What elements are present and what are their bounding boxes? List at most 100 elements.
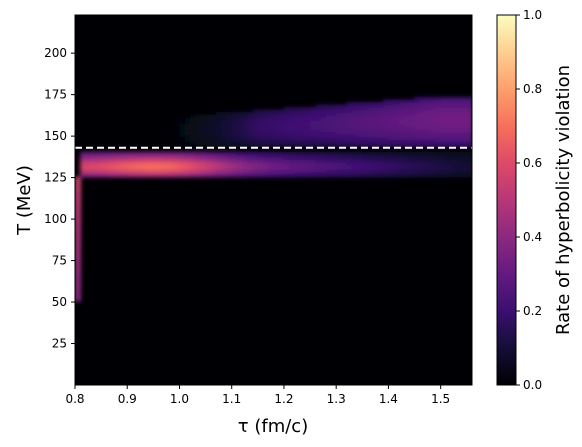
heatmap-cell xyxy=(205,166,212,170)
heatmap-cell xyxy=(200,166,207,170)
heatmap-cell xyxy=(383,169,390,173)
heatmap-cell xyxy=(430,117,437,121)
heatmap-cell xyxy=(362,159,369,163)
x-tick-label: 1.0 xyxy=(170,392,189,406)
heatmap-cell xyxy=(398,171,405,175)
heatmap-cell xyxy=(226,117,233,121)
heatmap-cell xyxy=(200,159,207,163)
heatmap-cell xyxy=(75,206,81,210)
heatmap-cell xyxy=(236,139,243,143)
heatmap-cell xyxy=(336,171,342,175)
heatmap-cell xyxy=(205,122,212,126)
heatmap-cell xyxy=(75,226,81,230)
heatmap-cell xyxy=(216,174,222,178)
heatmap-cell xyxy=(299,136,306,141)
heatmap-cell xyxy=(273,154,280,158)
heatmap-cell xyxy=(351,102,358,106)
heatmap-cell xyxy=(221,122,228,126)
heatmap-cell xyxy=(75,296,81,300)
heatmap-cell xyxy=(409,156,416,160)
heatmap-cell xyxy=(273,159,280,163)
heatmap-cell xyxy=(278,112,285,116)
heatmap-cell xyxy=(383,131,390,136)
heatmap-cell xyxy=(310,141,316,146)
heatmap-cell xyxy=(278,122,285,126)
heatmap-cell xyxy=(299,154,306,158)
heatmap-cell xyxy=(341,156,348,160)
heatmap-cell xyxy=(101,156,107,160)
heatmap-cell xyxy=(263,119,269,123)
heatmap-cell xyxy=(179,174,186,178)
heatmap-cell xyxy=(336,109,342,113)
heatmap-cell xyxy=(351,131,358,136)
heatmap-cell xyxy=(424,134,431,138)
heatmap-cell xyxy=(330,136,337,141)
heatmap-cell xyxy=(184,159,191,163)
heatmap-cell xyxy=(404,112,410,116)
heatmap-cell xyxy=(268,141,275,146)
heatmap-cell xyxy=(189,129,196,133)
heatmap-cell xyxy=(414,164,421,168)
heatmap-cell xyxy=(106,164,113,168)
heatmap-cell xyxy=(393,114,400,118)
heatmap-cell xyxy=(362,154,369,158)
heatmap-cell xyxy=(393,109,400,113)
heatmap-cell xyxy=(398,131,405,136)
heatmap-cell xyxy=(362,129,369,133)
heatmap-cell xyxy=(231,122,238,126)
heatmap-cell xyxy=(330,139,337,143)
heatmap-cell xyxy=(127,174,134,178)
heatmap-cell xyxy=(75,273,81,277)
heatmap-cell xyxy=(231,129,238,133)
heatmap-cell xyxy=(231,134,238,138)
heatmap-cell xyxy=(205,154,212,158)
heatmap-cell xyxy=(106,161,113,165)
heatmap-cell xyxy=(325,107,332,111)
heatmap-cell xyxy=(320,124,327,128)
heatmap-cell xyxy=(330,171,337,175)
heatmap-cell xyxy=(461,151,468,155)
heatmap-cell xyxy=(304,154,311,158)
heatmap-cell xyxy=(372,124,379,128)
heatmap-cell xyxy=(210,151,217,155)
heatmap-cell xyxy=(461,134,468,138)
heatmap-cell xyxy=(404,136,410,141)
heatmap-cell xyxy=(75,268,81,272)
heatmap-cell xyxy=(216,119,222,123)
y-tick-label: 150 xyxy=(44,129,67,143)
heatmap-cell xyxy=(461,102,468,106)
heatmap-cell xyxy=(174,122,181,126)
heatmap-cell xyxy=(445,174,452,178)
heatmap-cell xyxy=(242,134,248,138)
heatmap-cell xyxy=(90,169,97,173)
heatmap-cell xyxy=(90,164,97,168)
heatmap-cell xyxy=(424,99,431,103)
heatmap-cell xyxy=(158,154,165,158)
heatmap-cell xyxy=(388,136,395,141)
heatmap-cell xyxy=(153,154,160,158)
heatmap-cell xyxy=(398,136,405,141)
heatmap-cell xyxy=(221,169,228,173)
heatmap-cell xyxy=(325,161,332,165)
heatmap-cell xyxy=(289,127,295,131)
heatmap-cell xyxy=(263,136,269,141)
heatmap-cell xyxy=(357,117,363,121)
heatmap-cell xyxy=(148,154,154,158)
heatmap-cell xyxy=(216,156,222,160)
heatmap-cell xyxy=(231,161,238,165)
heatmap-cell xyxy=(357,124,363,128)
heatmap-cell xyxy=(242,131,248,136)
heatmap-cell xyxy=(336,159,342,163)
heatmap-cell xyxy=(75,281,81,285)
heatmap-cell xyxy=(466,122,472,126)
heatmap-cell xyxy=(341,171,348,175)
heatmap-cell xyxy=(336,136,342,141)
heatmap-cell xyxy=(367,156,374,160)
heatmap-cell xyxy=(440,136,447,141)
heatmap-cell xyxy=(283,164,290,168)
heatmap-cell xyxy=(398,104,405,108)
heatmap-cell xyxy=(90,151,97,155)
heatmap-cell xyxy=(409,109,416,113)
heatmap-cell xyxy=(75,179,81,183)
heatmap-cell xyxy=(273,112,280,116)
